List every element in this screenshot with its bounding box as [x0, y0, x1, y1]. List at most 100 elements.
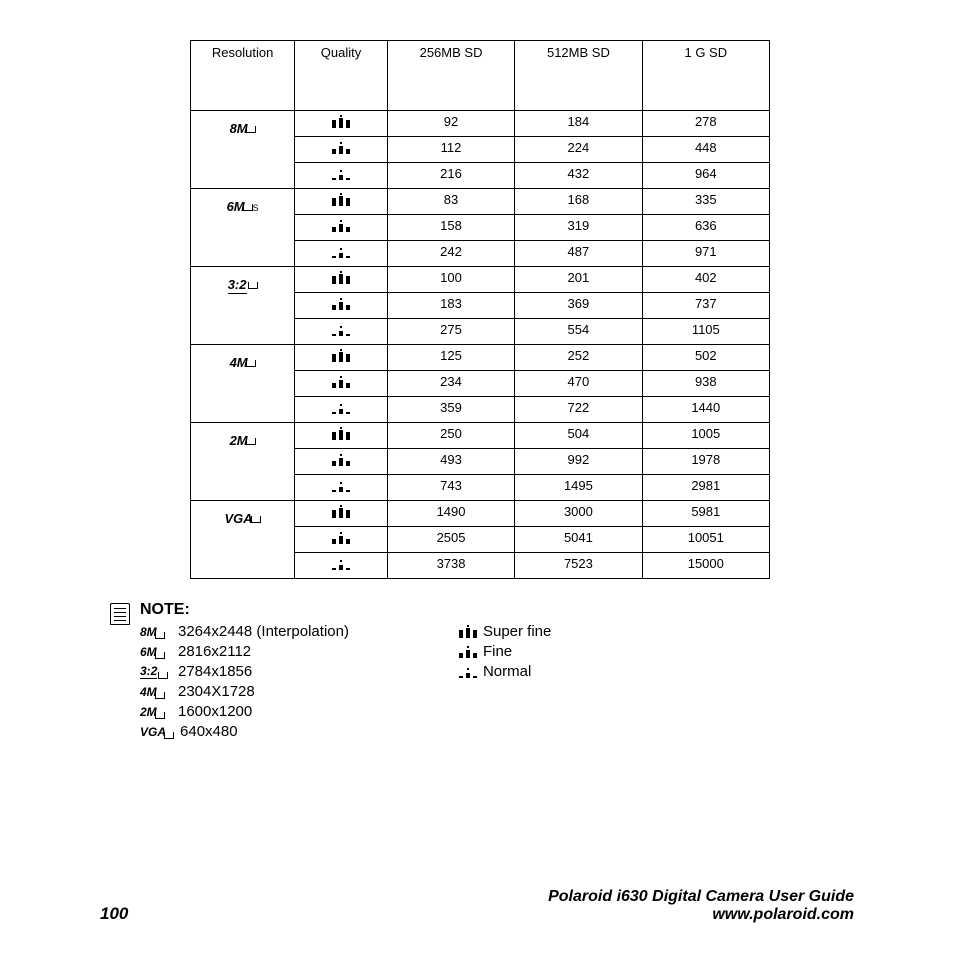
quality-super-icon	[332, 350, 350, 362]
quality-fine-icon	[332, 532, 350, 544]
value-cell: 502	[642, 345, 769, 371]
quality-cell	[295, 215, 388, 241]
header-256mb: 256MB SD	[387, 41, 514, 111]
value-cell: 1105	[642, 319, 769, 345]
note-resolution-text: 2784x1856	[178, 663, 252, 680]
value-cell: 992	[515, 449, 642, 475]
note-icon	[110, 603, 130, 625]
quality-cell	[295, 163, 388, 189]
value-cell: 1978	[642, 449, 769, 475]
quality-cell	[295, 553, 388, 579]
value-cell: 2981	[642, 475, 769, 501]
note-quality-text: Normal	[483, 663, 531, 680]
value-cell: 448	[642, 137, 769, 163]
quality-super-icon	[332, 272, 350, 284]
quality-cell	[295, 241, 388, 267]
value-cell: 402	[642, 267, 769, 293]
note-resolution-row: 6M2816x2112	[140, 643, 349, 660]
value-cell: 737	[642, 293, 769, 319]
value-cell: 493	[387, 449, 514, 475]
table-row: 6MS83168335	[191, 189, 770, 215]
value-cell: 15000	[642, 553, 769, 579]
value-cell: 487	[515, 241, 642, 267]
value-cell: 168	[515, 189, 642, 215]
quality-fine-icon	[332, 454, 350, 466]
value-cell: 252	[515, 345, 642, 371]
quality-cell	[295, 371, 388, 397]
resolution-cell: 3:2	[191, 267, 295, 345]
resolution-cell: 2M	[191, 423, 295, 501]
value-cell: 275	[387, 319, 514, 345]
value-cell: 112	[387, 137, 514, 163]
resolution-cell: 4M	[191, 345, 295, 423]
quality-super-icon	[332, 506, 350, 518]
value-cell: 5041	[515, 527, 642, 553]
note-resolution-text: 1600x1200	[178, 703, 252, 720]
value-cell: 242	[387, 241, 514, 267]
quality-cell	[295, 345, 388, 371]
quality-fine-icon	[332, 142, 350, 154]
note-resolution-text: 3264x2448 (Interpolation)	[178, 623, 349, 640]
value-cell: 636	[642, 215, 769, 241]
quality-cell	[295, 475, 388, 501]
value-cell: 278	[642, 111, 769, 137]
value-cell: 184	[515, 111, 642, 137]
value-cell: 722	[515, 397, 642, 423]
note-quality-row: Normal	[459, 663, 551, 680]
value-cell: 158	[387, 215, 514, 241]
quality-fine-icon	[332, 376, 350, 388]
note-quality-text: Fine	[483, 643, 512, 660]
value-cell: 504	[515, 423, 642, 449]
quality-cell	[295, 397, 388, 423]
footer-title: Polaroid i630 Digital Camera User Guide	[548, 888, 854, 906]
value-cell: 216	[387, 163, 514, 189]
quality-cell	[295, 423, 388, 449]
value-cell: 7523	[515, 553, 642, 579]
note-resolution-row: 8M3264x2448 (Interpolation)	[140, 623, 349, 640]
value-cell: 10051	[642, 527, 769, 553]
table-row: VGA149030005981	[191, 501, 770, 527]
table-row: 8M92184278	[191, 111, 770, 137]
resolution-cell: 6MS	[191, 189, 295, 267]
value-cell: 1005	[642, 423, 769, 449]
quality-super-icon	[332, 194, 350, 206]
quality-super-icon	[332, 428, 350, 440]
quality-cell	[295, 501, 388, 527]
quality-cell	[295, 267, 388, 293]
quality-normal-icon	[332, 558, 350, 570]
value-cell: 743	[387, 475, 514, 501]
quality-cell	[295, 449, 388, 475]
quality-normal-icon	[332, 324, 350, 336]
value-cell: 335	[642, 189, 769, 215]
value-cell: 1495	[515, 475, 642, 501]
value-cell: 5981	[642, 501, 769, 527]
quality-cell	[295, 137, 388, 163]
value-cell: 224	[515, 137, 642, 163]
note-section: NOTE: 8M3264x2448 (Interpolation)6M2816x…	[110, 601, 854, 743]
value-cell: 964	[642, 163, 769, 189]
resolution-cell: VGA	[191, 501, 295, 579]
value-cell: 100	[387, 267, 514, 293]
value-cell: 971	[642, 241, 769, 267]
value-cell: 554	[515, 319, 642, 345]
note-resolution-text: 2816x2112	[178, 643, 251, 660]
quality-cell	[295, 189, 388, 215]
quality-normal-icon	[332, 168, 350, 180]
header-resolution: Resolution	[191, 41, 295, 111]
quality-super-icon	[459, 626, 477, 638]
value-cell: 183	[387, 293, 514, 319]
footer-right: Polaroid i630 Digital Camera User Guide …	[548, 888, 854, 924]
note-resolution-text: 2304X1728	[178, 683, 255, 700]
note-body: NOTE: 8M3264x2448 (Interpolation)6M2816x…	[140, 601, 854, 743]
note-resolutions-column: 8M3264x2448 (Interpolation) 6M2816x2112 3:…	[140, 623, 349, 743]
note-resolution-row: 3:22784x1856	[140, 663, 349, 680]
table-header-row: Resolution Quality 256MB SD 512MB SD 1 G…	[191, 41, 770, 111]
footer-url: www.polaroid.com	[548, 906, 854, 924]
table-row: 2M2505041005	[191, 423, 770, 449]
note-resolution-row: VGA640x480	[140, 723, 349, 740]
value-cell: 125	[387, 345, 514, 371]
capacity-table: Resolution Quality 256MB SD 512MB SD 1 G…	[190, 40, 770, 579]
value-cell: 3000	[515, 501, 642, 527]
value-cell: 319	[515, 215, 642, 241]
quality-cell	[295, 111, 388, 137]
